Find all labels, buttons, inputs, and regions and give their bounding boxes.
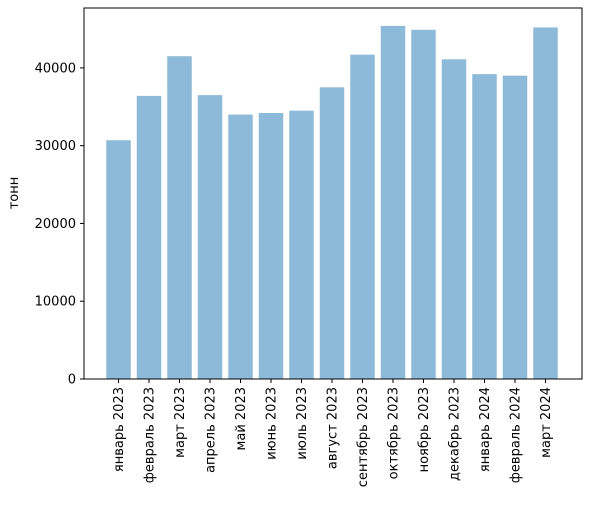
bar [258,113,284,379]
bar [167,56,192,379]
y-tick-label: 30000 [35,139,76,154]
x-tick-label: апрель 2023 [204,387,219,473]
x-tick-label: декабрь 2023 [448,387,463,481]
x-tick-label: июнь 2023 [265,387,280,460]
x-tick-label: январь 2023 [112,387,127,472]
bar [228,114,253,379]
y-axis: 0 10000 20000 30000 40000 [35,61,84,388]
bars-group [106,25,558,380]
bar [411,29,436,380]
x-axis: январь 2023 февраль 2023 март 2023 апрель 2… [112,379,554,487]
x-tick-label: сентябрь 2023 [356,387,371,487]
bar [502,75,528,380]
bar [319,87,345,379]
bar [441,59,467,379]
bar [289,110,314,380]
x-tick-label: август 2023 [326,387,341,469]
bar [533,27,558,379]
x-tick-label: январь 2024 [478,387,493,472]
x-tick-label: февраль 2023 [143,387,158,483]
bar [472,74,497,380]
bar [380,25,406,379]
x-tick-label: март 2024 [539,387,554,458]
y-tick-label: 10000 [35,295,76,310]
x-tick-label: октябрь 2023 [387,387,402,479]
bar [350,54,375,380]
x-tick-label: май 2023 [234,387,249,450]
y-tick-label: 20000 [35,217,76,232]
y-tick-label: 40000 [35,61,76,76]
y-axis-label: тонн [7,177,22,210]
x-tick-label: февраль 2024 [509,387,524,483]
y-tick-label: 0 [68,373,76,388]
x-tick-label: март 2023 [173,387,188,458]
x-tick-label: июль 2023 [295,387,310,460]
bar [106,140,131,379]
bar [136,95,162,379]
bar [197,95,223,380]
plot-frame [83,7,583,380]
x-tick-label: ноябрь 2023 [417,387,432,472]
